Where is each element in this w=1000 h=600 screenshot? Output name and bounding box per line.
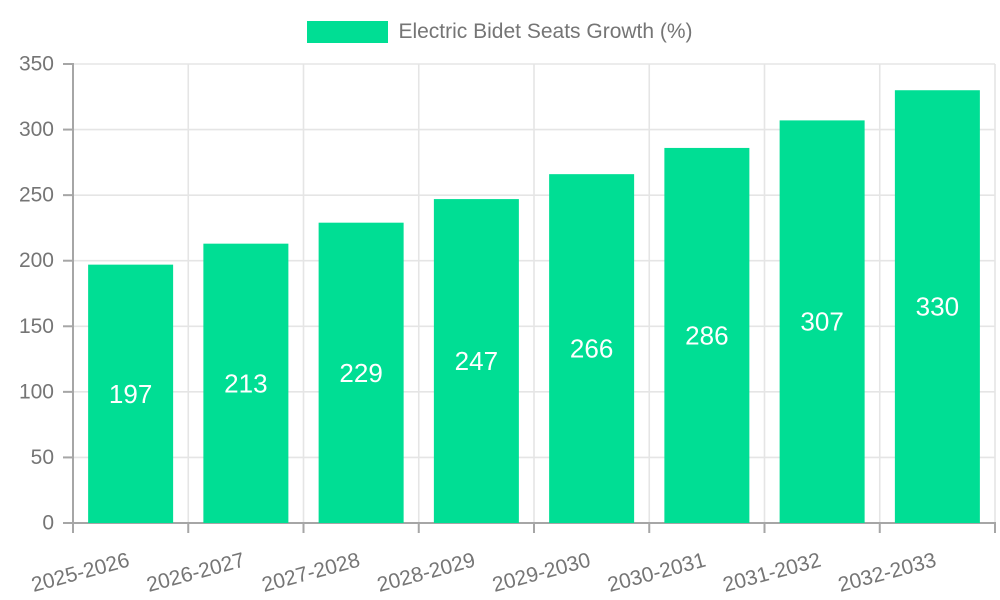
- bar-value-label: 266: [570, 334, 613, 364]
- y-tick-label: 300: [19, 118, 54, 141]
- x-tick-label: 2025-2026: [29, 549, 132, 597]
- y-tick-label: 350: [19, 53, 54, 76]
- legend-label: Electric Bidet Seats Growth (%): [398, 20, 693, 43]
- legend-swatch: [307, 21, 389, 43]
- chart-legend[interactable]: Electric Bidet Seats Growth (%): [0, 20, 1000, 44]
- bar-2026-2027[interactable]: [203, 243, 289, 523]
- bar-2028-2029[interactable]: [433, 199, 519, 523]
- bar-value-label: 229: [339, 358, 382, 388]
- x-tick-label: 2027-2028: [259, 549, 362, 597]
- x-tick-label: 2030-2031: [605, 549, 708, 597]
- bar-2031-2032[interactable]: [779, 120, 865, 524]
- x-tick-label: 2029-2030: [490, 549, 593, 597]
- bar-value-label: 213: [224, 368, 267, 398]
- bar-value-label: 286: [685, 320, 728, 350]
- y-tick-label: 200: [19, 249, 54, 272]
- bar-value-label: 307: [800, 307, 843, 337]
- x-tick-label: 2026-2027: [144, 549, 247, 597]
- bar-2032-2033[interactable]: [894, 90, 980, 523]
- bar-2025-2026[interactable]: [88, 264, 174, 523]
- y-tick-label: 250: [19, 184, 54, 207]
- y-tick-label: 100: [19, 380, 54, 403]
- bar-value-label: 247: [455, 346, 498, 376]
- x-tick-label: 2031-2032: [720, 549, 823, 597]
- bar-value-label: 197: [109, 379, 152, 409]
- bar-2030-2031[interactable]: [664, 147, 750, 523]
- x-tick-label: 2028-2029: [375, 549, 478, 597]
- y-tick-label: 50: [31, 446, 54, 469]
- bar-2029-2030[interactable]: [549, 174, 635, 523]
- y-tick-label: 0: [42, 512, 54, 535]
- y-tick-label: 150: [19, 315, 54, 338]
- bar-value-label: 330: [916, 292, 959, 322]
- bar-2027-2028[interactable]: [318, 222, 404, 523]
- x-tick-label: 2032-2033: [836, 549, 939, 597]
